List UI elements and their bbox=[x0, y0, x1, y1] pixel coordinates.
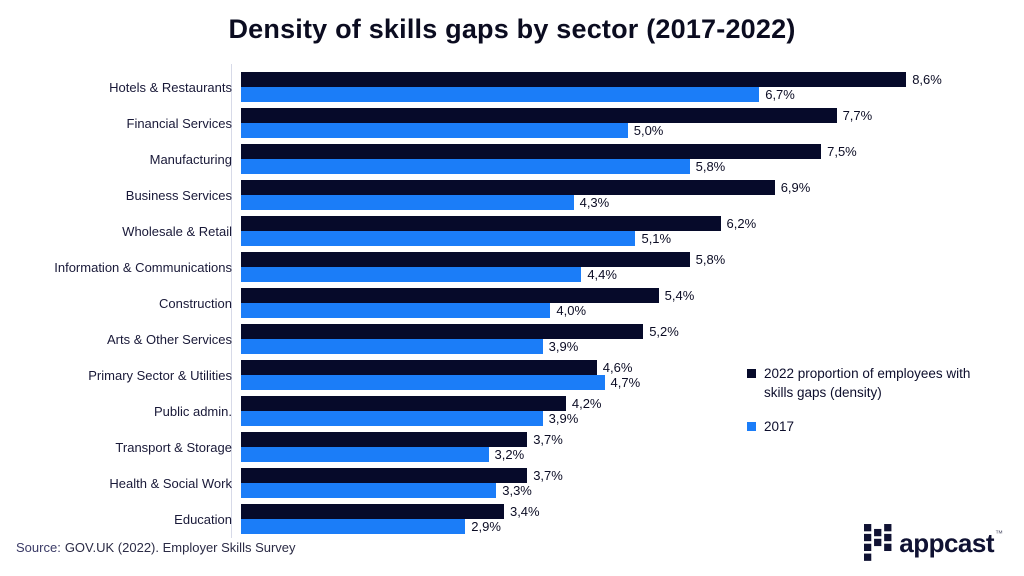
bar-2022 bbox=[241, 144, 822, 159]
value-label-2017: 5,8% bbox=[695, 159, 726, 174]
legend-item-2017: 2017 bbox=[747, 418, 985, 437]
chart-rows: Hotels & Restaurants 8,6% 6,7% Financial Se… bbox=[10, 72, 942, 540]
bar-2017 bbox=[241, 411, 543, 426]
appcast-logo: appcast ™ bbox=[864, 524, 1003, 561]
value-label-2022: 4,2% bbox=[571, 396, 602, 411]
value-label-2017: 4,3% bbox=[579, 195, 610, 210]
bar-2017 bbox=[241, 375, 605, 390]
value-label-2022: 7,5% bbox=[827, 144, 857, 159]
bar-2022 bbox=[241, 324, 644, 339]
bar-2022 bbox=[241, 432, 528, 447]
appcast-logo-tm: ™ bbox=[995, 529, 1003, 538]
value-label-2017: 3,2% bbox=[494, 447, 525, 462]
legend-swatch-2022 bbox=[747, 369, 756, 378]
value-label-2022: 4,6% bbox=[602, 360, 633, 375]
chart-row: Information & Communications 5,8% 4,4% bbox=[10, 252, 941, 282]
bar-2017 bbox=[241, 483, 497, 498]
bar-2017 bbox=[241, 87, 760, 102]
chart-row: Education 3,4% 2,9% bbox=[10, 504, 941, 534]
legend-item-2022: 2022 proportion of employees with skills… bbox=[747, 365, 985, 403]
category-label: Public admin. bbox=[153, 403, 232, 419]
value-label-2017: 4,4% bbox=[587, 267, 617, 282]
bar-2022 bbox=[241, 468, 528, 483]
bar-2022 bbox=[241, 396, 566, 411]
bar-2022 bbox=[241, 288, 659, 303]
bar-2022 bbox=[241, 360, 597, 375]
source-note: Source: GOV.UK (2022). Employer Skills Su… bbox=[16, 540, 296, 555]
value-label-2022: 3,7% bbox=[533, 432, 563, 447]
source-label: Source: bbox=[16, 540, 61, 555]
value-label-2017: 3,9% bbox=[548, 411, 579, 426]
bar-2017 bbox=[241, 159, 690, 174]
bar-2017 bbox=[241, 231, 636, 246]
value-label-2017: 3,9% bbox=[548, 339, 579, 354]
chart-row: Financial Services 7,7% 5,0% bbox=[10, 108, 941, 138]
value-label-2022: 5,2% bbox=[649, 324, 679, 339]
appcast-logo-text: appcast bbox=[899, 527, 994, 558]
value-label-2022: 3,4% bbox=[509, 504, 540, 519]
value-label-2017: 3,3% bbox=[502, 483, 532, 498]
category-label: Transport & Storage bbox=[115, 439, 232, 455]
bar-2017 bbox=[241, 519, 466, 534]
category-label: Financial Services bbox=[126, 115, 233, 131]
bar-2022 bbox=[241, 504, 504, 519]
value-label-2017: 5,1% bbox=[641, 231, 672, 246]
category-label: Education bbox=[174, 511, 232, 527]
category-label: Arts & Other Services bbox=[107, 331, 232, 347]
category-label: Information & Communications bbox=[54, 259, 232, 275]
chart-row: Wholesale & Retail 6,2% 5,1% bbox=[10, 216, 941, 246]
chart-title: Density of skills gaps by sector (2017-2… bbox=[228, 14, 796, 44]
value-label-2022: 7,7% bbox=[842, 108, 873, 123]
legend-swatch-2017 bbox=[747, 421, 756, 431]
chart-row: Hotels & Restaurants 8,6% 6,7% bbox=[10, 72, 942, 102]
value-label-2022: 3,7% bbox=[533, 468, 563, 483]
chart-row: Arts & Other Services 5,2% 3,9% bbox=[10, 324, 941, 354]
value-label-2017: 6,7% bbox=[765, 87, 795, 102]
bar-2017 bbox=[241, 303, 551, 318]
value-label-2017: 4,7% bbox=[610, 375, 641, 390]
bar-2017 bbox=[241, 195, 574, 210]
category-label: Wholesale & Retail bbox=[122, 223, 232, 239]
legend-label-2017: 2017 bbox=[764, 418, 795, 434]
bar-2022 bbox=[241, 252, 690, 267]
source-text: GOV.UK (2022). Employer Skills Survey bbox=[64, 540, 296, 555]
bar-chart: Hotels & Restaurants 8,6% 6,7% Financial Se… bbox=[10, 72, 942, 540]
chart-row: Public admin. 4,2% 3,9% bbox=[10, 396, 941, 426]
y-axis-line bbox=[231, 64, 232, 538]
bar-2017 bbox=[241, 339, 543, 354]
bar-2022 bbox=[241, 72, 907, 87]
chart-row: Primary Sector & Utilities 4,6% 4,7% bbox=[10, 360, 941, 390]
chart-row: Construction 5,4% 4,0% bbox=[10, 288, 941, 318]
value-label-2022: 5,8% bbox=[695, 252, 726, 267]
value-label-2017: 2,9% bbox=[471, 519, 501, 534]
appcast-logo-icon bbox=[864, 524, 892, 561]
value-label-2022: 8,6% bbox=[912, 72, 942, 87]
chart-legend: 2022 proportion of employees with skills… bbox=[747, 365, 985, 452]
value-label-2017: 5,0% bbox=[633, 123, 664, 138]
bar-2017 bbox=[241, 267, 582, 282]
value-label-2017: 4,0% bbox=[556, 303, 587, 318]
category-label: Hotels & Restaurants bbox=[109, 79, 232, 95]
chart-row: Business Services 6,9% 4,3% bbox=[10, 180, 941, 210]
category-label: Manufacturing bbox=[149, 151, 232, 167]
bar-2017 bbox=[241, 123, 628, 138]
chart-row: Manufacturing 7,5% 5,8% bbox=[10, 144, 941, 174]
bar-2022 bbox=[241, 216, 721, 231]
category-label: Construction bbox=[159, 295, 232, 311]
category-label: Health & Social Work bbox=[109, 475, 232, 491]
bar-2022 bbox=[241, 108, 837, 123]
bar-2022 bbox=[241, 180, 775, 195]
chart-row: Health & Social Work 3,7% 3,3% bbox=[10, 468, 941, 498]
bar-2017 bbox=[241, 447, 489, 462]
value-label-2022: 5,4% bbox=[664, 288, 695, 303]
value-label-2022: 6,2% bbox=[726, 216, 757, 231]
legend-label-2022: 2022 proportion of employees with skills… bbox=[764, 366, 971, 400]
category-label: Business Services bbox=[125, 187, 232, 203]
chart-row: Transport & Storage 3,7% 3,2% bbox=[10, 432, 941, 462]
category-label: Primary Sector & Utilities bbox=[88, 367, 232, 383]
value-label-2022: 6,9% bbox=[780, 180, 811, 195]
